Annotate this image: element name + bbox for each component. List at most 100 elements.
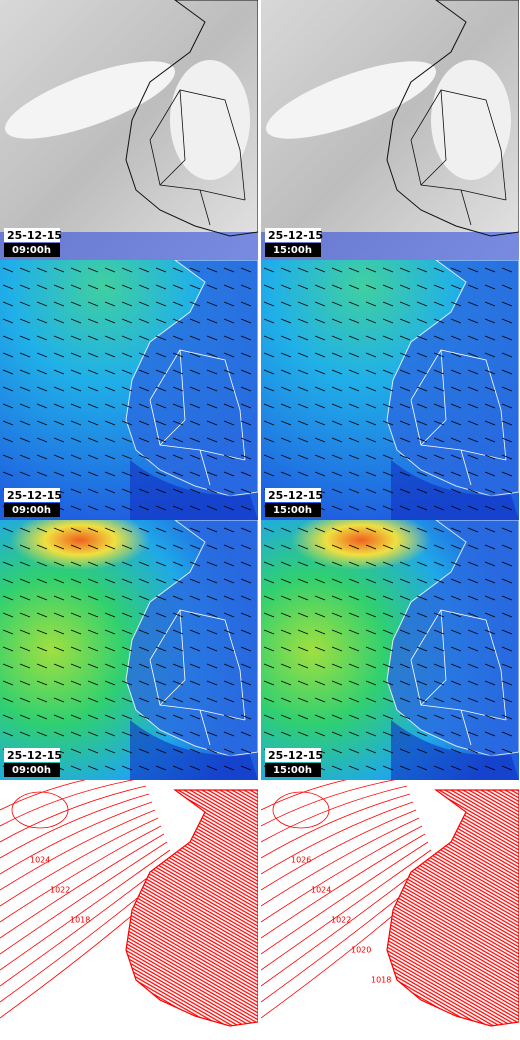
wind-arrow <box>240 731 252 737</box>
wind-arrow <box>104 471 116 477</box>
wind-arrow <box>19 629 31 635</box>
wind-arrow <box>104 369 116 375</box>
wind-arrow <box>36 578 48 584</box>
wind-arrow <box>399 318 411 324</box>
wind-arrow <box>331 663 343 669</box>
wind-arrow <box>70 544 82 550</box>
wind-arrow <box>280 663 292 669</box>
wind-arrow <box>484 731 496 737</box>
wind-arrow <box>121 680 133 686</box>
low-wind <box>391 720 519 780</box>
wind-arrow <box>450 561 462 567</box>
wind-arrow <box>297 386 309 392</box>
wind-arrow <box>450 284 462 290</box>
wind-arrow <box>382 646 394 652</box>
wind-arrow <box>501 505 513 511</box>
wind-arrow <box>484 352 496 358</box>
wind-arrow <box>365 527 377 533</box>
wind-arrow <box>53 527 65 533</box>
wind-arrow <box>172 748 184 754</box>
wind-arrow <box>433 454 445 460</box>
wind-arrow <box>2 335 14 341</box>
wind-arrow <box>416 505 428 511</box>
wind-arrow <box>240 505 252 511</box>
wind-arrow <box>501 471 513 477</box>
wind-arrow <box>70 403 82 409</box>
wind-arrow <box>416 369 428 375</box>
wind-arrow <box>36 420 48 426</box>
wind-arrow <box>189 578 201 584</box>
wind-arrow <box>104 612 116 618</box>
wind-arrow <box>280 731 292 737</box>
wind-arrow <box>416 488 428 494</box>
wind-arrow <box>240 697 252 703</box>
wind-arrow <box>416 714 428 720</box>
wind-arrow <box>189 471 201 477</box>
wind-arrow <box>189 386 201 392</box>
wind-arrow <box>433 352 445 358</box>
wind-arrow <box>280 454 292 460</box>
wind-arrow <box>121 471 133 477</box>
wind-arrow <box>297 663 309 669</box>
wind-arrow <box>263 284 275 290</box>
wind-arrow <box>365 765 377 771</box>
wind-arrow <box>484 369 496 375</box>
wind-arrow <box>501 437 513 443</box>
wind-arrow <box>87 403 99 409</box>
wind-arrow <box>501 335 513 341</box>
wind-arrow <box>104 318 116 324</box>
wind-arrow <box>36 595 48 601</box>
wind-arrow <box>365 488 377 494</box>
wind-arrow <box>121 318 133 324</box>
isobar <box>261 825 423 923</box>
wind-arrow <box>433 488 445 494</box>
wind-arrow <box>36 369 48 375</box>
wind-arrow <box>382 352 394 358</box>
wind-arrow <box>416 318 428 324</box>
wind-arrow <box>331 765 343 771</box>
date-label: 25-12-15 <box>7 749 62 762</box>
wind-arrow <box>399 595 411 601</box>
wind-arrow <box>70 731 82 737</box>
wind-arrow <box>104 765 116 771</box>
date-label: 25-12-15 <box>7 229 62 242</box>
wind-arrow <box>240 578 252 584</box>
wind-arrow <box>314 471 326 477</box>
wind-arrow <box>189 420 201 426</box>
wind-arrow <box>348 386 360 392</box>
wind-arrow <box>104 284 116 290</box>
isobar-label: 1020 <box>351 946 371 955</box>
wind-arrow <box>433 284 445 290</box>
date-box <box>265 228 321 242</box>
wind-arrow <box>19 595 31 601</box>
wind-arrow <box>2 578 14 584</box>
wind-arrow <box>348 595 360 601</box>
wind-arrow <box>297 561 309 567</box>
wind-arrow <box>280 352 292 358</box>
wind-arrow <box>138 284 150 290</box>
wind-arrow <box>399 714 411 720</box>
wind-arrow <box>501 386 513 392</box>
wind-arrow <box>399 527 411 533</box>
wind-arrow <box>450 335 462 341</box>
wind-arrow <box>206 420 218 426</box>
wind-arrow <box>155 335 167 341</box>
wind-arrow <box>433 697 445 703</box>
wind-arrow <box>263 527 275 533</box>
wind-arrow <box>365 748 377 754</box>
wind-arrow <box>53 403 65 409</box>
wind-arrow <box>416 437 428 443</box>
wind-arrow <box>348 561 360 567</box>
wind-arrow <box>70 267 82 273</box>
wind-arrow <box>501 267 513 273</box>
wind-arrow <box>331 301 343 307</box>
wind-arrow <box>19 301 31 307</box>
wind-arrow <box>467 267 479 273</box>
wind-arrow <box>155 680 167 686</box>
wind-arrow <box>263 335 275 341</box>
wind-arrow <box>172 714 184 720</box>
wind-arrow <box>206 544 218 550</box>
wind-arrow <box>104 352 116 358</box>
time-box <box>265 503 321 517</box>
